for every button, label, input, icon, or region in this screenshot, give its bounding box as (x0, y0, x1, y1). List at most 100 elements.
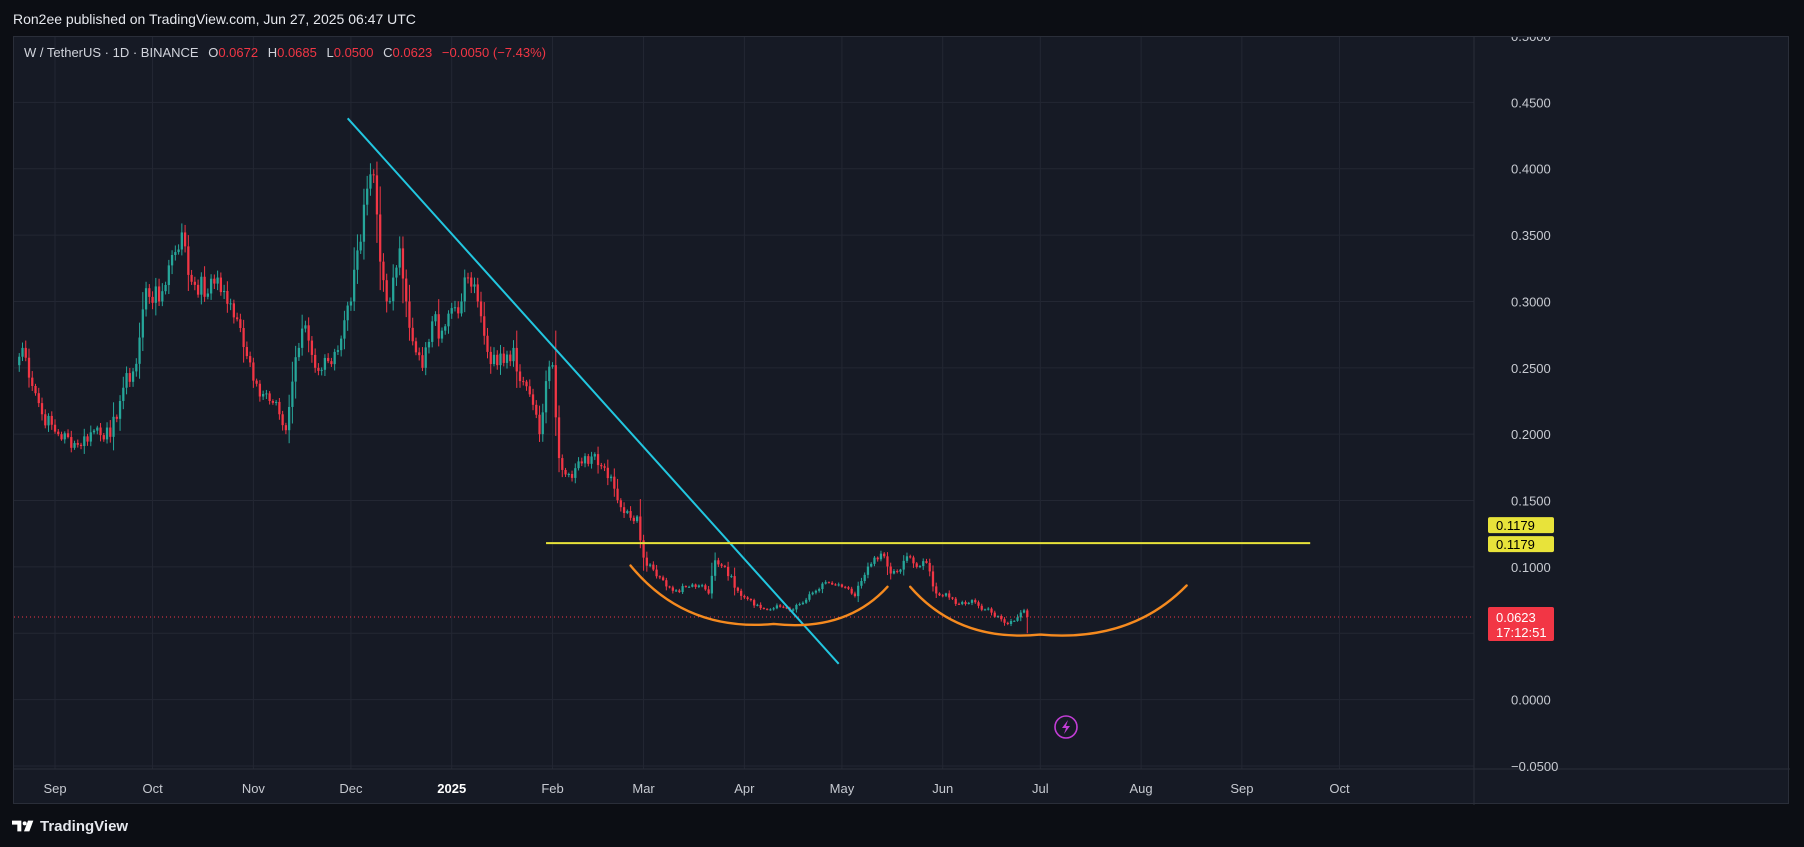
candle-body (157, 286, 161, 302)
candle-body (138, 337, 141, 364)
candle-body (1019, 612, 1022, 618)
candle-body (70, 437, 73, 448)
descending-trendline[interactable] (346, 117, 840, 665)
y-tick-label: 0.4500 (1511, 95, 1551, 110)
candle-body (96, 427, 99, 431)
x-tick-label: Sep (43, 781, 66, 796)
candle-body (743, 595, 746, 598)
candle-body (509, 354, 512, 362)
candle-body (678, 590, 681, 593)
candle-body (957, 603, 961, 605)
candle-body (658, 576, 661, 578)
candle-body (496, 354, 499, 366)
candle-body (749, 598, 753, 601)
candle-body (395, 267, 398, 278)
candle-body (834, 584, 837, 586)
candle-body (245, 347, 249, 357)
candle-body (226, 290, 229, 304)
close-value: 0.0623 (392, 45, 433, 60)
candle-body (915, 563, 918, 567)
candle-body (619, 500, 622, 508)
candle-body (83, 436, 86, 447)
candle-body (931, 571, 935, 587)
candle-body (502, 353, 505, 363)
candle-body (567, 474, 570, 475)
candle-body (492, 354, 496, 365)
candle-body (128, 373, 131, 382)
candle-body (661, 577, 665, 581)
candle-body (948, 593, 951, 598)
candle-body (196, 284, 200, 295)
candle-body (1026, 610, 1029, 617)
countdown-tag: 17:12:51 (1496, 625, 1547, 640)
resistance-tag-1: 0.1179 (1496, 518, 1535, 533)
candle-body (109, 427, 112, 437)
candle-body (483, 316, 486, 336)
candle-body (408, 301, 411, 328)
x-tick-label: Oct (1329, 781, 1350, 796)
candle-body (795, 604, 798, 610)
candle-body (180, 232, 183, 250)
footer-brand[interactable]: TradingView (12, 816, 128, 836)
candle-body (766, 608, 769, 610)
candle-body (964, 602, 967, 605)
candle-body (193, 281, 196, 285)
resistance-tag-2-bg (1488, 536, 1554, 553)
candle-body (115, 416, 118, 419)
candle-body (1016, 617, 1019, 621)
candle-body (356, 250, 359, 270)
candle-body (857, 585, 860, 597)
candle-body (723, 565, 727, 567)
candle-body (450, 308, 453, 314)
rounded-bottom-arc-left[interactable] (629, 564, 889, 627)
candle-body (294, 357, 297, 382)
low-value: 0.0500 (333, 45, 374, 60)
x-tick-label: Oct (142, 781, 163, 796)
candle-body (346, 305, 349, 321)
candle-body (954, 598, 957, 604)
candle-body (1009, 621, 1013, 624)
candle-body (733, 576, 736, 588)
candle-body (753, 600, 756, 606)
candle-body (808, 594, 811, 600)
candle-body (444, 326, 447, 331)
x-tick-label: Jul (1032, 781, 1049, 796)
resistance-tag-2: 0.1179 (1496, 537, 1535, 552)
candle-body (824, 582, 827, 584)
x-tick-label: Nov (242, 781, 266, 796)
candle-body (847, 587, 850, 589)
candle-body (590, 456, 593, 464)
candle-body (232, 303, 236, 318)
candle-body (987, 608, 990, 610)
x-tick-label: 2025 (437, 781, 466, 796)
candle-body (310, 340, 314, 355)
candle-body (486, 335, 489, 352)
candle-body (271, 401, 275, 403)
y-tick-label: 0.2000 (1511, 427, 1551, 442)
rounded-bottom-arc-right[interactable] (909, 584, 1188, 637)
candle-body (118, 401, 122, 419)
candle-body (291, 381, 294, 407)
candle-body (574, 468, 577, 478)
candle-body (336, 350, 340, 352)
candle-body (593, 454, 596, 457)
candle-body (811, 592, 814, 595)
candle-body (710, 575, 714, 594)
candle-body (505, 354, 509, 363)
y-tick-label: 0.2500 (1511, 361, 1551, 376)
candle-body (821, 583, 824, 590)
candle-body (772, 608, 775, 610)
candle-body (626, 511, 629, 514)
symbol-title: W / TetherUS · 1D · BINANCE (24, 45, 199, 60)
candle-body (248, 356, 252, 363)
candle-body (235, 317, 239, 320)
candle-body (418, 352, 421, 356)
candle-body (739, 590, 743, 596)
candle-body (980, 605, 983, 610)
candle-body (720, 564, 723, 566)
candle-body (424, 347, 427, 368)
candle-body (343, 320, 346, 339)
